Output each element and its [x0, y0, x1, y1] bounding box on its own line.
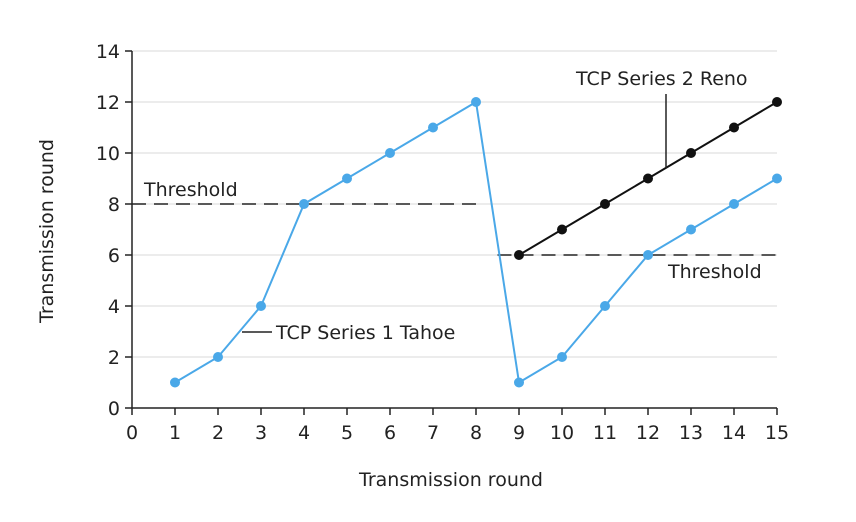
series-1-point-2 — [213, 352, 223, 362]
series-1-point-8 — [471, 97, 481, 107]
y-tick-label-14: 14 — [96, 41, 120, 63]
x-tick-label-7: 7 — [427, 422, 439, 444]
x-tick-label-12: 12 — [636, 422, 660, 444]
y-tick-label-0: 0 — [108, 398, 120, 420]
x-tick-label-3: 3 — [255, 422, 267, 444]
series-1-point-5 — [342, 173, 352, 184]
series-1-point-7 — [428, 122, 438, 133]
gridlines — [132, 50, 777, 358]
x-tick-label-5: 5 — [341, 422, 353, 444]
series-1-point-13 — [686, 224, 696, 235]
series-2-point-11 — [600, 199, 610, 209]
threshold-label-2: Threshold — [667, 261, 762, 283]
series-2-point-9 — [514, 250, 524, 260]
series-1-point-4 — [299, 199, 309, 209]
y-tick-label-8: 8 — [108, 194, 120, 216]
series-lines — [174, 100, 778, 385]
series-points — [170, 97, 782, 388]
series-1-point-1 — [170, 377, 180, 388]
y-tick-labels: 0 2 4 6 8 10 12 14 — [96, 41, 120, 420]
x-tick-label-6: 6 — [384, 422, 396, 444]
series-line-1 — [174, 100, 778, 385]
series-1-point-12 — [643, 250, 653, 260]
annotations: Threshold Threshold TCP Series 1 Tahoe T… — [143, 68, 762, 344]
x-tick-label-10: 10 — [550, 422, 574, 444]
series-2-point-14 — [729, 122, 739, 133]
series-1-point-14 — [729, 199, 739, 209]
y-tick-label-12: 12 — [96, 92, 120, 114]
series-2-point-13 — [686, 148, 696, 158]
x-tick-labels: 0 1 2 3 4 5 6 7 8 9 10 11 12 13 14 15 — [126, 422, 789, 444]
series-1-point-11 — [600, 301, 610, 311]
series-1-point-9 — [514, 377, 524, 388]
series-2-point-12 — [643, 173, 653, 184]
x-tick-label-14: 14 — [722, 422, 746, 444]
x-tick-label-0: 0 — [126, 422, 138, 444]
x-axis-title: Transmission round — [358, 469, 543, 491]
series-1-point-15 — [772, 173, 782, 184]
x-tick-label-9: 9 — [513, 422, 525, 444]
y-tick-label-6: 6 — [108, 245, 120, 267]
series-label-tahoe: TCP Series 1 Tahoe — [275, 322, 455, 344]
series-2-point-10 — [557, 224, 567, 235]
x-tick-label-13: 13 — [679, 422, 703, 444]
x-tick-label-8: 8 — [470, 422, 482, 444]
threshold-label-1: Threshold — [143, 179, 238, 201]
series-1-point-3 — [256, 301, 266, 311]
y-tick-label-2: 2 — [108, 347, 120, 369]
x-tick-label-4: 4 — [298, 422, 310, 444]
axes — [125, 50, 778, 415]
x-tick-label-15: 15 — [765, 422, 789, 444]
y-tick-label-10: 10 — [96, 143, 120, 165]
threshold-lines — [132, 203, 777, 256]
y-axis-title: Transmission round — [36, 139, 58, 324]
series-label-reno: TCP Series 2 Reno — [575, 68, 748, 90]
x-tick-label-2: 2 — [212, 422, 224, 444]
x-tick-label-11: 11 — [593, 422, 617, 444]
x-tick-label-1: 1 — [169, 422, 181, 444]
series-1-point-10 — [557, 352, 567, 362]
series-2-point-15 — [772, 97, 782, 107]
y-tick-label-4: 4 — [108, 296, 120, 318]
series-1-point-6 — [385, 148, 395, 158]
